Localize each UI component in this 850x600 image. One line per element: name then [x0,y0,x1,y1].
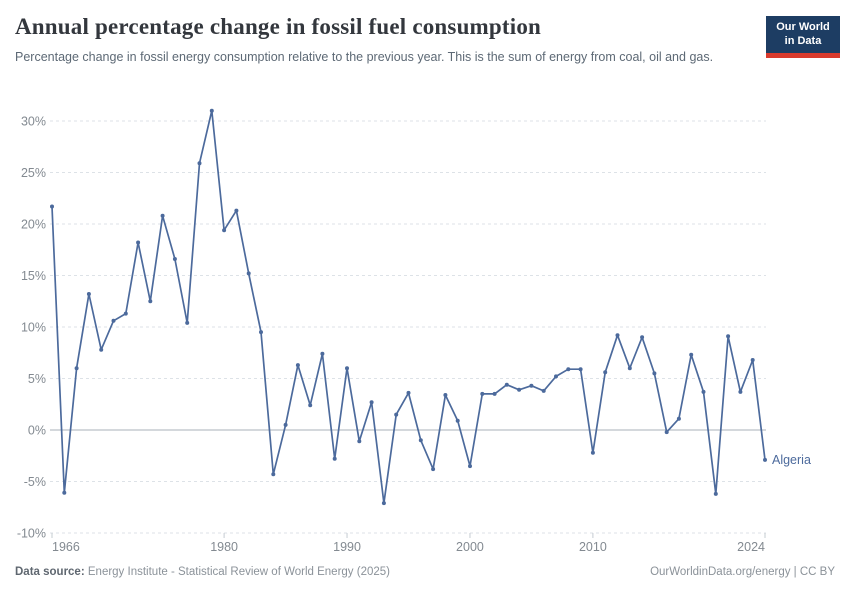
y-tick-label: 10% [21,321,46,335]
data-point [345,366,349,371]
data-point [74,366,79,371]
data-point [172,257,177,261]
data-source-label: Data source: [15,566,85,578]
data-point [123,311,128,316]
data-point [295,363,300,368]
logo-line2: in Data [784,35,822,48]
data-point [713,491,718,496]
y-tick-label: 20% [21,218,46,232]
data-point [726,334,731,339]
data-point [246,271,251,276]
x-tick-label: 2000 [456,540,484,554]
data-point [259,330,263,335]
data-point [566,367,571,372]
data-point [664,430,669,435]
x-tick-label: 1966 [52,540,80,554]
data-point [406,390,411,395]
page-title: Annual percentage change in fossil fuel … [15,14,542,39]
data-point [148,299,153,304]
data-point [394,412,399,417]
data-point [763,457,767,462]
y-tick-label: -5% [24,475,46,489]
x-tick-label: 1990 [333,540,361,554]
entity-label: Algeria [772,453,811,467]
data-point [308,403,313,408]
data-point [62,490,67,495]
data-point [418,438,423,443]
data-point [381,501,386,506]
data-point [320,351,325,356]
chart-subtitle: Percentage change in fossil energy consu… [15,50,714,64]
data-point [676,416,681,421]
data-point [209,108,214,113]
data-point [750,358,755,362]
data-point [590,450,595,455]
data-point [504,382,509,387]
x-tick-label: 2024 [737,540,765,554]
data-point [222,228,227,233]
data-point [111,318,116,323]
data-point [701,389,706,394]
data-point [738,389,743,394]
data-point [529,383,534,388]
data-point [50,204,54,209]
data-point [603,370,608,375]
data-point [455,418,460,423]
y-tick-label: -10% [17,527,46,541]
data-point [369,400,374,405]
y-tick-label: 25% [21,166,46,180]
data-point [689,352,694,357]
y-tick-label: 0% [28,424,46,438]
logo-line1: Our World [776,21,830,33]
data-point [468,464,472,469]
data-point [554,374,558,379]
data-point [578,367,583,372]
data-point [197,161,202,166]
data-point [431,467,436,472]
data-source-text: Energy Institute - Statistical Review of… [87,566,390,578]
data-point [640,335,645,340]
y-tick-label: 15% [21,269,46,283]
data-point [332,456,337,461]
line-chart: -10% -5% 0% 5% 10% 15% 20% 25% 30% 1966 1980 1990 20… [17,108,811,554]
chart-header: Annual percentage change in fossil fuel … [15,14,840,66]
data-point [492,391,497,396]
data-point [185,320,190,325]
data-source: Data source: Energy Institute - Statisti… [15,566,390,578]
credit-text: OurWorldinData.org/energy | CC BY [650,566,835,578]
owid-logo: Our World in Data [766,16,840,58]
data-point [615,333,620,338]
data-point [160,213,165,218]
x-tick-label: 1980 [210,540,238,554]
data-point [541,388,546,393]
series-line [51,109,766,504]
data-point [443,393,448,397]
data-point [86,292,91,296]
data-point [234,208,239,213]
data-point [136,240,141,245]
y-tick-label: 30% [21,115,46,129]
data-point [283,422,288,427]
data-point [357,439,362,444]
chart-footer: Data source: Energy Institute - Statisti… [15,566,835,578]
data-point [99,347,104,352]
data-point [480,391,485,396]
data-point [652,371,657,376]
y-tick-label: 5% [28,372,46,386]
data-point [517,387,522,392]
data-point [271,472,276,477]
data-point [627,366,632,371]
x-tick-label: 2010 [579,540,607,554]
